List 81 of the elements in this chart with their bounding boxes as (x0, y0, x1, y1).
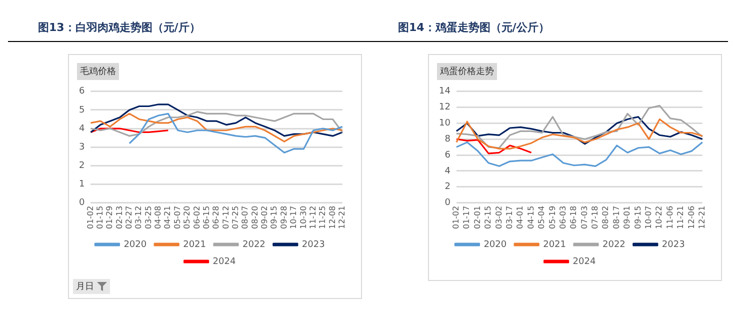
x-tick-label: 07-12 (221, 206, 230, 230)
x-tick-label: 12-21 (697, 206, 706, 230)
legend-label: 2020 (484, 240, 507, 250)
x-tick-label: 08-07 (240, 206, 250, 230)
x-tick-label: 06-02 (192, 206, 202, 230)
y-tick-label: 14 (439, 86, 451, 97)
x-tick-label: 02-27 (124, 206, 134, 230)
y-tick-label: 6 (78, 86, 85, 97)
x-tick-label: 07-18 (590, 206, 600, 230)
y-tick-label: 10 (439, 118, 451, 129)
y-tick-label: 0 (444, 198, 451, 208)
x-tick-label: 10-22 (654, 206, 664, 230)
x-tick-label: 06-15 (202, 206, 211, 230)
x-tick-label: 03-17 (504, 206, 514, 230)
x-tick-label: 12-21 (337, 206, 346, 230)
x-tick-label: 09-02 (260, 206, 270, 230)
y-tick-label: 1 (78, 180, 85, 190)
x-tick-label: 04-21 (163, 206, 172, 230)
y-tick-label: 2 (78, 160, 85, 171)
y-tick-label: 12 (439, 102, 450, 113)
legend-label: 2023 (302, 240, 325, 250)
legend-label: 2022 (242, 240, 266, 250)
x-tick-label: 05-20 (182, 206, 192, 230)
x-tick-label: 08-20 (250, 206, 260, 230)
x-tick-label: 09-15 (270, 206, 279, 230)
legend-label: 2024 (212, 256, 236, 267)
y-tick-label: 4 (444, 166, 451, 176)
x-tick-label: 05-19 (548, 206, 557, 230)
legend-label: 2024 (572, 256, 596, 267)
y-tick-label: 3 (78, 142, 85, 152)
x-tick-label: 07-03 (580, 206, 589, 230)
x-tick-label: 01-15 (95, 206, 104, 230)
x-tick-label: 01-17 (462, 206, 472, 230)
y-tick-label: 4 (78, 124, 85, 134)
x-tick-label: 10-17 (289, 206, 298, 230)
y-tick-label: 8 (444, 134, 451, 144)
y-tick-label: 0 (78, 198, 85, 208)
x-axis-title: 月日 (76, 281, 94, 293)
x-tick-label: 05-07 (172, 206, 182, 230)
x-tick-label: 12-08 (328, 206, 337, 230)
legend-label: 2023 (662, 240, 685, 250)
x-tick-label: 02-01 (472, 206, 482, 230)
x-tick-label: 07-25 (231, 206, 240, 230)
x-tick-label: 04-01 (516, 206, 525, 230)
legend-label: 2020 (124, 240, 147, 250)
x-tick-label: 05-04 (537, 206, 546, 230)
y-tick-label: 5 (78, 105, 85, 116)
x-tick-label: 06-03 (558, 206, 568, 230)
x-tick-label: 01-29 (105, 206, 114, 230)
x-tick-label: 03-25 (144, 206, 153, 230)
x-tick-label: 10-30 (298, 206, 308, 230)
x-tick-label: 06-28 (212, 206, 221, 230)
x-tick-label: 03-12 (134, 206, 144, 230)
chart-subtitle: 毛鸡价格 (77, 63, 119, 80)
x-tick-label: 11-06 (665, 206, 674, 230)
x-tick-label: 12-06 (686, 206, 696, 230)
x-tick-label: 01-02 (452, 206, 461, 230)
x-tick-label: 11-25 (318, 206, 328, 230)
x-tick-label: 09-15 (633, 206, 642, 230)
x-tick-label: 03-02 (494, 206, 504, 230)
y-tick-label: 6 (444, 150, 451, 160)
x-tick-label: 11-21 (676, 206, 686, 230)
chart-title: 图13：白羽肉鸡走势图（元/斤） (8, 8, 368, 42)
x-tick-label: 10-07 (644, 206, 654, 230)
legend-label: 2021 (183, 240, 206, 250)
y-tick-label: 2 (444, 182, 450, 192)
x-tick-label: 01-02 (86, 206, 95, 230)
x-tick-label: 02-13 (114, 206, 124, 230)
x-tick-label: 04-08 (154, 206, 163, 230)
x-tick-label: 02-15 (484, 206, 493, 230)
x-tick-label: 06-18 (569, 206, 578, 230)
x-tick-label: 09-28 (279, 206, 288, 230)
chart-subtitle: 鸡蛋价格走势 (437, 63, 497, 80)
legend-label: 2022 (602, 240, 626, 250)
x-tick-label: 04-15 (526, 206, 536, 230)
legend-label: 2021 (543, 240, 566, 250)
x-tick-label: 09-01 (622, 206, 632, 230)
x-tick-label: 08-02 (601, 206, 610, 230)
chart-title: 图14：鸡蛋走势图（元/公斤） (368, 8, 728, 42)
x-tick-label: 11-12 (308, 206, 318, 230)
x-tick-label: 08-17 (612, 206, 621, 230)
